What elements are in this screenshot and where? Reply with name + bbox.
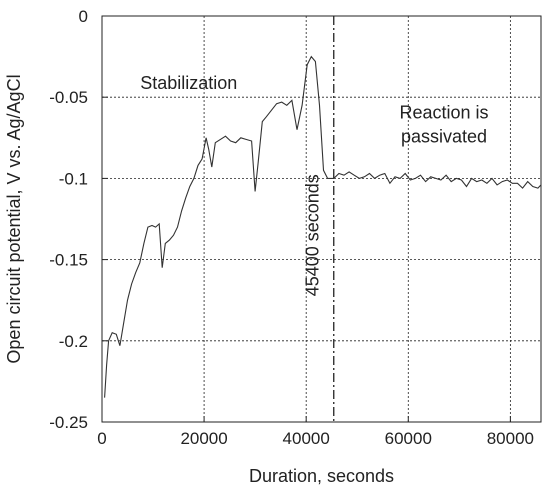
x-tick-label: 80000: [487, 429, 534, 448]
x-axis-label: Duration, seconds: [249, 466, 394, 486]
y-axis-label: Open circuit potential, V vs. Ag/AgCl: [4, 74, 24, 363]
x-tick-label: 40000: [283, 429, 330, 448]
y-tick-label: 0: [79, 7, 88, 26]
x-tick-label: 20000: [180, 429, 227, 448]
y-tick-labels: 0 -0.05 -0.1 -0.15 -0.2 -0.25: [49, 7, 88, 432]
y-tick-label: -0.15: [49, 251, 88, 270]
marker-label: 45400 seconds: [303, 174, 323, 296]
y-tick-label: -0.1: [59, 169, 88, 188]
y-tick-label: -0.05: [49, 88, 88, 107]
annotation-text: Stabilization: [140, 73, 237, 93]
annotations: Stabilization Reaction is passivated: [140, 73, 488, 147]
annotation-text: passivated: [401, 127, 487, 147]
x-tick-labels: 0 20000 40000 60000 80000: [97, 429, 534, 448]
x-tick-label: 60000: [385, 429, 432, 448]
grid-lines: [102, 16, 541, 422]
annotation-text: Reaction is: [399, 102, 488, 122]
x-tick-label: 0: [97, 429, 106, 448]
series-line: [104, 55, 542, 398]
tick-marks: [101, 15, 511, 423]
y-tick-label: -0.2: [59, 332, 88, 351]
plot-frame: [101, 15, 542, 423]
y-tick-label: -0.25: [49, 413, 88, 432]
